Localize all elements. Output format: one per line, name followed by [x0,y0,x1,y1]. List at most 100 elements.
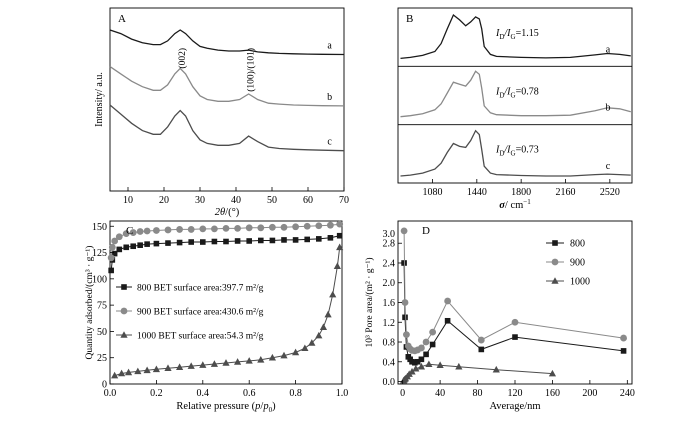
isotherm-point-1000 [301,344,309,352]
panel-d-legend-text: 1000 [570,277,590,288]
pore-point-900 [400,227,408,235]
isotherm-point-800 [269,237,276,244]
panel-b: ID/IG=1.15 a ID/IG=0.78 b ID/IG=0.73 c 1080 144… [397,7,633,211]
isotherm-point-900 [107,254,115,262]
isotherm-point-1000 [134,367,142,375]
panel-c-ytick-label: 75 [97,301,107,312]
panel-d-ytick-label: 0.4 [383,357,396,368]
isotherm-point-900 [257,224,265,232]
pore-point-800 [418,356,425,363]
panel-a: a b c 10 20 30 40 50 60 70 (002) (100)/(101) A Intens… [94,7,349,218]
isotherm-point-900 [211,225,218,233]
panel-d-legend-text: 900 [570,258,585,269]
pore-point-1000 [412,364,420,372]
panel-d-ytick-label: 1.6 [383,298,396,309]
isotherm-point-1000 [111,371,119,379]
isotherm-point-1000 [176,363,184,370]
panel-d-ytick-label: 0.0 [383,377,396,388]
isotherm-point-800 [316,236,322,242]
panel-d-ytick-label: 3.0 [383,229,396,240]
xrd-curve-label-a: a [327,40,332,51]
pore-point-1000 [408,367,416,375]
isotherm-point-1000 [143,366,151,374]
pore-point-800 [414,358,421,365]
raman-curve-letter-b: b [606,103,611,114]
isotherm-point-800 [137,242,143,248]
isotherm-point-1000 [280,351,288,359]
panel-b-xtick-label: 2520 [600,187,620,198]
pore-point-900 [477,336,485,344]
isotherm-point-1000 [268,353,276,361]
pore-point-1000 [455,362,463,370]
panel-a-xtick-label: 40 [231,195,241,206]
isotherm-point-900 [269,223,276,231]
pore-point-900 [620,334,627,342]
pore-line-800 [403,262,624,364]
isotherm-point-800 [304,236,310,243]
isotherm-point-1000 [336,243,344,251]
isotherm-point-900 [143,227,151,235]
panel-d-ytick-label: 2.4 [383,258,396,269]
panel-d-xtick-label: 120 [508,388,523,399]
pore-point-800 [429,341,436,348]
isotherm-point-800 [200,239,206,245]
panel-a-xtick-label: 20 [159,195,169,206]
isotherm-point-1000 [164,364,172,372]
panel-a-letter: A [118,13,126,25]
isotherm-point-1000 [308,339,316,346]
panel-d-ytick-label: 1.2 [383,318,396,329]
peak-label: (002) [177,48,188,69]
isotherm-point-1000 [187,362,195,369]
isotherm-point-900 [108,243,116,251]
isotherm-point-800 [246,238,252,244]
panel-b-xtick-label: 1440 [467,187,487,198]
isotherm-point-800 [144,241,150,247]
panel-c-xtick-label: 1.0 [336,388,349,399]
isotherm-point-1000 [210,360,218,367]
pore-point-800 [620,348,627,354]
isotherm-point-900 [222,224,230,232]
isotherm-point-900 [176,226,184,233]
panel-a-ylabel: Intensity/ a.u. [94,72,105,127]
panel-c-ytick-label: 100 [92,274,107,285]
panel-c-ytick-label: 50 [97,327,107,338]
panel-a-xtick-label: 30 [195,195,205,206]
isotherm-point-900 [111,237,119,245]
panel-a-xtick-label: 60 [303,195,313,206]
panel-a-xtick-label: 70 [339,195,349,206]
panel-c-legend-marker [120,307,128,315]
panel-d-xtick-label: 160 [545,388,560,399]
isotherm-point-1000 [152,365,160,373]
panel-d-ytick-label: 2.0 [383,278,396,289]
panel-d-xtick-label: 40 [435,388,445,399]
isotherm-point-800 [258,237,264,244]
panel-c-ylabel: Quantity adsorbed/(cm³ · g⁻¹) [84,246,95,360]
isotherm-point-900 [292,223,299,231]
raman-curve-a [400,13,631,60]
panel-b-frame [397,7,633,184]
pore-point-1000 [425,360,433,368]
pore-line-900 [403,230,624,352]
isotherm-point-1000 [333,262,341,270]
isotherm-point-1000 [257,356,265,363]
xrd-curve-label-c: c [327,137,332,148]
isotherm-point-1000 [324,310,332,318]
isotherm-point-900 [245,224,253,232]
panel-b-letter: B [406,13,413,25]
isotherm-point-900 [234,224,242,232]
pore-point-800 [444,317,451,324]
panel-c-ytick-label: 0 [102,380,107,391]
panel-d-legend-text: 800 [570,239,585,250]
isotherm-point-800 [234,238,241,244]
isotherm-point-900 [315,222,323,230]
isotherm-point-1000 [319,323,328,331]
pore-point-800 [478,346,485,353]
panel-a-frame [109,7,345,192]
panel-c-frame [109,220,343,385]
panel-b-xtick-label: 1080 [422,187,442,198]
isotherm-point-1000 [245,357,253,364]
pore-point-800 [402,314,408,321]
panel-c-letter: C [126,225,133,237]
pore-point-1000 [548,369,557,377]
